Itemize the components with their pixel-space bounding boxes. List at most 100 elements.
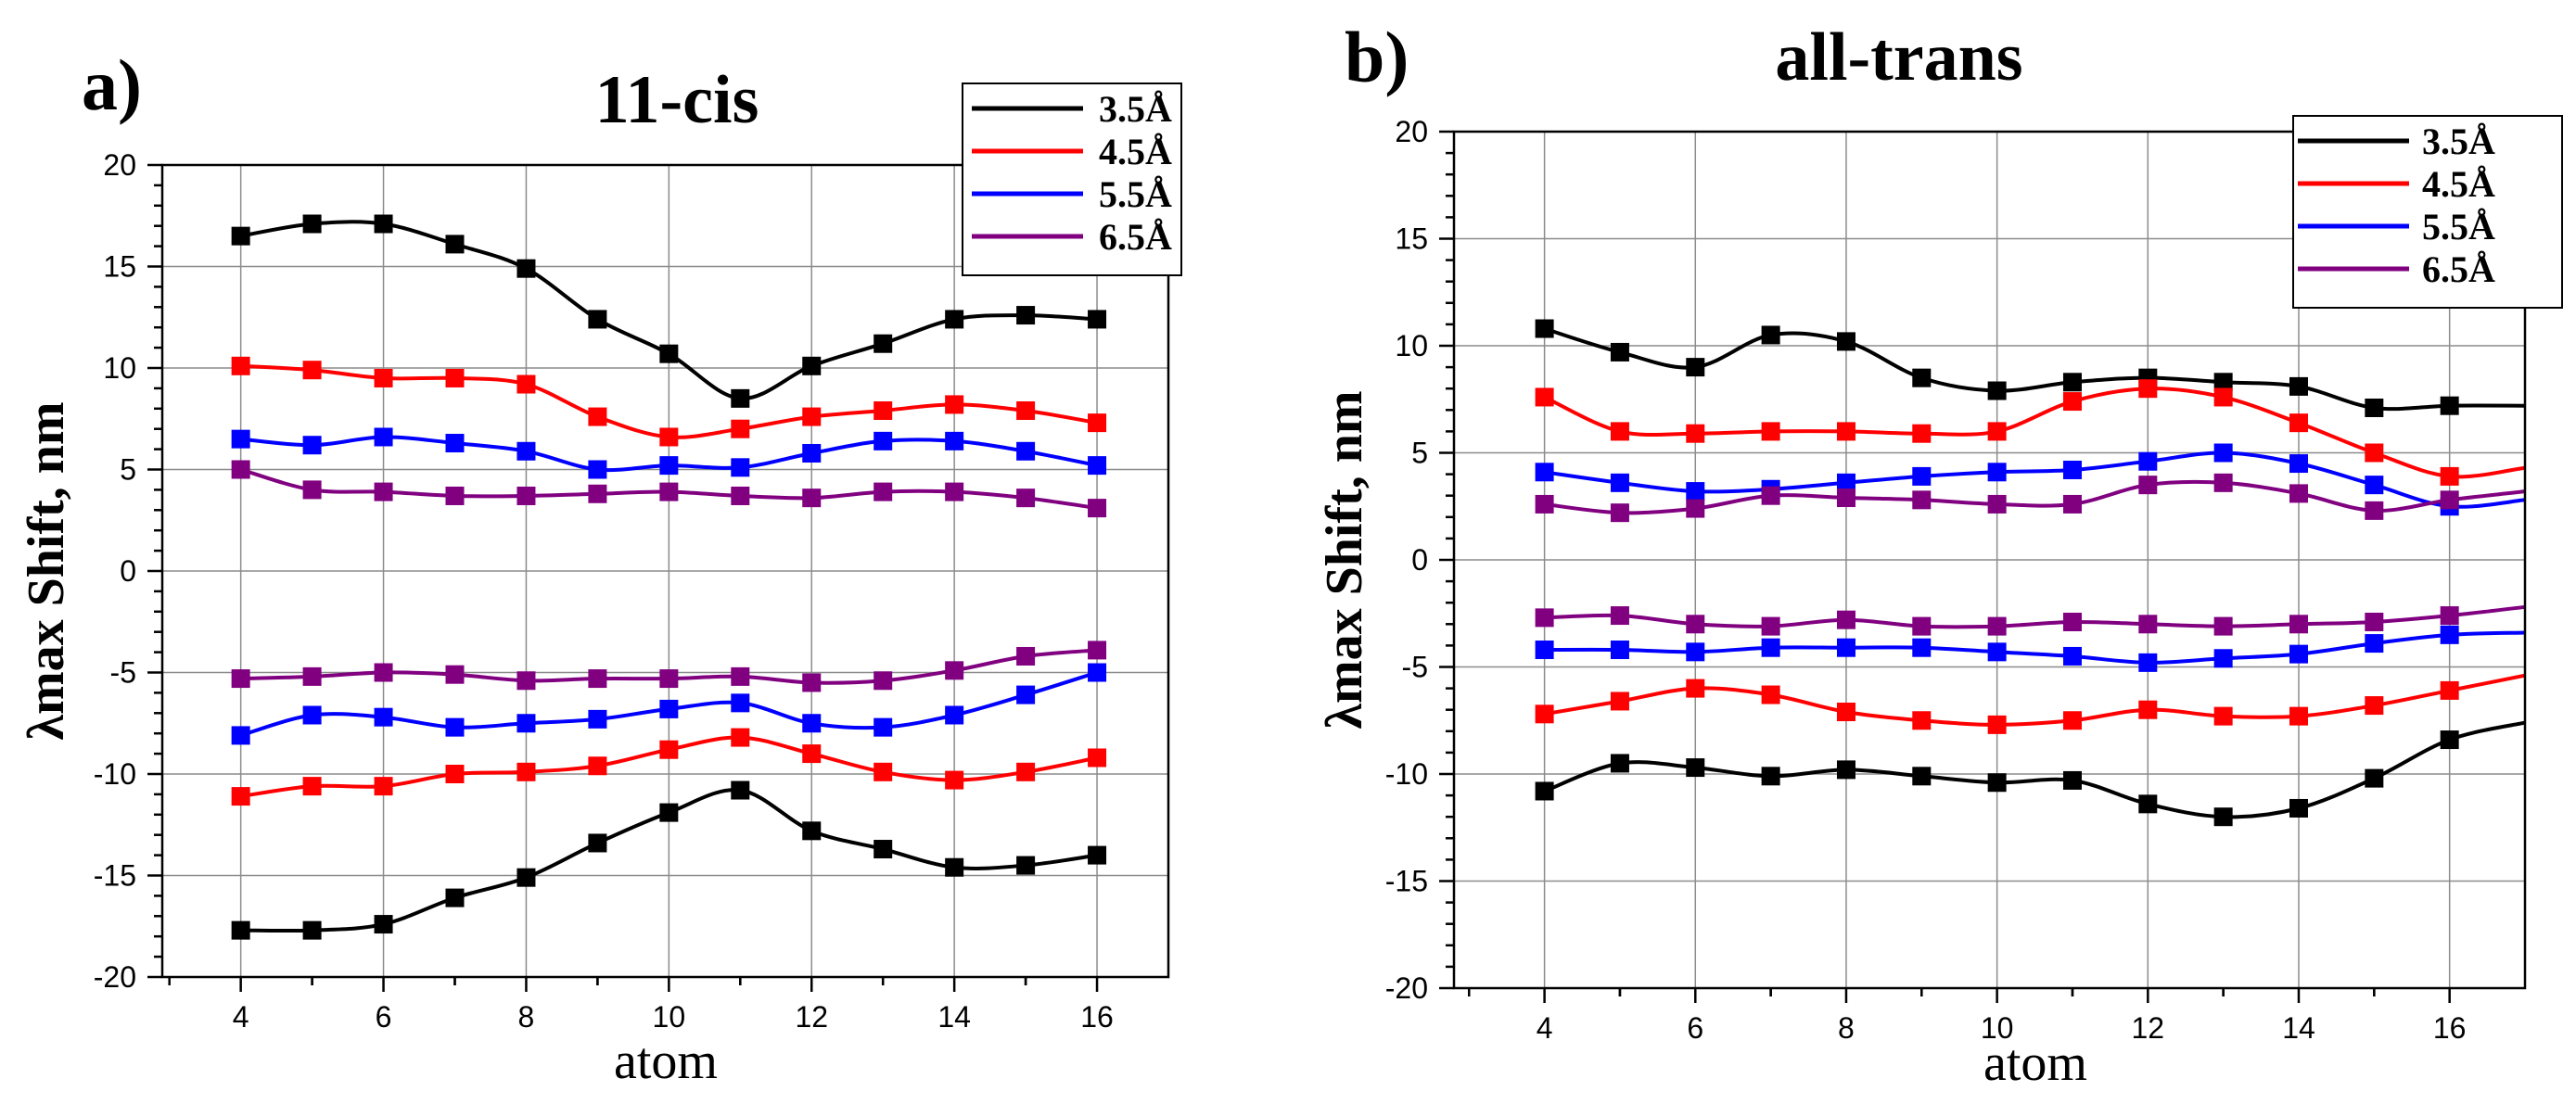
panel-b-series-1-point-9 [1912, 424, 1932, 443]
panel-b-series-2-point-6 [1686, 482, 1705, 501]
panel-a-series-6-point-9 [588, 756, 607, 776]
panel-b-series-2-point-14 [2289, 454, 2308, 474]
panel-a-series-0-point-5 [302, 214, 322, 234]
panel-b-series-3-point-15 [2365, 501, 2384, 520]
panel-a-series-6-point-11 [731, 728, 750, 747]
panel-a-legend-label-1: 4.5Å [1099, 131, 1172, 172]
panel-b-series-2-point-8 [1836, 473, 1855, 492]
panel-a-series-1-point-15 [1016, 400, 1036, 420]
panel-b-y-tick-label: -10 [1385, 757, 1428, 791]
panel-b-series-7-point-6 [1686, 758, 1705, 778]
panel-a-y-tick-label: 5 [120, 453, 136, 487]
panel-a-series-2-point-14 [945, 431, 964, 450]
panel-b-series-1-point-4 [1535, 387, 1554, 407]
panel-b-series-5-point-14 [2289, 644, 2308, 664]
panel-b-series-1-point-6 [1686, 424, 1705, 443]
panel-a-series-5-point-10 [659, 699, 679, 718]
panel-b-series-5-point-15 [2365, 634, 2384, 654]
panel-b-series-3-point-13 [2213, 473, 2233, 492]
panel-a-y-tick-label: -10 [94, 757, 136, 791]
panel-a-series-7-point-10 [659, 803, 679, 822]
panel-a-y-tick-label: 0 [120, 554, 136, 588]
panel-b-legend-label-0: 3.5Å [2422, 121, 2495, 162]
panel-b-legend-label-3: 6.5Å [2422, 248, 2495, 290]
panel-a-series-0-point-8 [516, 259, 536, 278]
panel-b-series-3-point-16 [2440, 490, 2459, 510]
panel-b-series-5-point-10 [1987, 642, 2007, 662]
panel-b-legend: 3.5Å4.5Å5.5Å6.5Å [2292, 115, 2563, 309]
panel-a-series-3-point-14 [945, 482, 964, 501]
panel-b-y-tick-label: -5 [1402, 651, 1428, 684]
panel-a-series-4-point-15 [1016, 646, 1036, 666]
panel-b-series-0-point-4 [1535, 319, 1554, 338]
panel-b-series-3-point-4 [1535, 494, 1554, 514]
panel-a-series-1-point-7 [445, 368, 465, 387]
panel-a-legend: 3.5Å4.5Å5.5Å6.5Å [962, 82, 1182, 276]
panel-b-y-tick-label: 5 [1411, 437, 1428, 470]
panel-b-series-2-point-15 [2365, 476, 2384, 495]
panel-b-series-3-point-5 [1610, 503, 1629, 523]
panel-b-y-tick-label: -15 [1385, 865, 1428, 898]
panel-a-series-4-point-9 [588, 669, 607, 689]
panel-a-series-2-point-11 [731, 458, 750, 477]
panel-b-series-3-point-10 [1987, 494, 2007, 514]
panel-b-series-0-point-15 [2365, 398, 2384, 417]
panel-b-series-6-point-9 [1912, 711, 1932, 730]
panel-a-series-4-point-13 [874, 671, 893, 691]
panel-a-series-5-point-4 [231, 726, 250, 745]
panel-b-series-1-point-8 [1836, 422, 1855, 441]
panel-a-y-tick-label: -5 [110, 656, 136, 690]
panel-b-y-tick-label: -20 [1385, 971, 1428, 1005]
panel-b-series-7-point-13 [2213, 807, 2233, 827]
panel-a-label: a) [82, 44, 142, 125]
panel-a-series-1-point-12 [802, 407, 822, 426]
panel-b-legend-label-2: 5.5Å [2422, 206, 2495, 247]
panel-a-series-6-point-6 [374, 777, 393, 796]
panel-a-y-axis-label: λmax Shift, nm [18, 401, 75, 740]
panel-b-series-4-point-12 [2138, 615, 2158, 634]
panel-b-series-0-point-11 [2062, 373, 2082, 392]
panel-a-x-tick-label: 6 [376, 1000, 392, 1034]
panel-b-series-2-point-4 [1535, 463, 1554, 482]
panel-b-series-4-point-5 [1610, 606, 1629, 626]
panel-a-x-tick-label: 14 [937, 1000, 971, 1034]
panel-a-series-7-point-15 [1016, 856, 1036, 875]
panel-b-series-2-point-5 [1610, 473, 1629, 492]
panel-a-x-axis-label: atom [614, 1033, 718, 1090]
panel-a-series-7-point-13 [874, 840, 893, 859]
panel-b-series-1-point-12 [2138, 379, 2158, 399]
panel-a-series-1-point-8 [516, 374, 536, 394]
panel-a-series-2-point-5 [302, 436, 322, 455]
panel-a-series-7-point-6 [374, 915, 393, 934]
panel-b-series-4-point-4 [1535, 608, 1554, 628]
panel-a-series-3-point-6 [374, 482, 393, 501]
panel-a: a) 11-cis 4 6 8 10 12 14 16 20 15 10 5 0 -5 -10 -15 -20… [18, 44, 1182, 1090]
panel-b-x-tick-label: 10 [1981, 1011, 2014, 1045]
panel-a-series-7-point-11 [731, 780, 750, 800]
panel-b-series-0-point-16 [2440, 396, 2459, 415]
panel-a-series-0-point-15 [1016, 306, 1036, 325]
panel-a-series-2-point-9 [588, 460, 607, 479]
panel-a-series-4-point-10 [659, 669, 679, 689]
panel-b-series-3-point-12 [2138, 476, 2158, 495]
panel-a-series-3-point-8 [516, 486, 536, 505]
panel-a-title: 11-cis [595, 62, 759, 138]
panel-b-series-7-point-9 [1912, 767, 1932, 786]
panel-a-y-tick-label: -15 [94, 859, 136, 893]
panel-b-series-0-point-14 [2289, 376, 2308, 396]
panel-b-series-5-point-8 [1836, 638, 1855, 657]
panel-b-series-0-point-6 [1686, 358, 1705, 377]
panel-a-series-0-point-13 [874, 334, 893, 353]
panel-a-series-4-point-8 [516, 671, 536, 691]
panel-b-series-4-point-9 [1912, 616, 1932, 636]
panel-b-series-7-point-7 [1761, 767, 1780, 786]
panel-b-series-4-point-11 [2062, 612, 2082, 631]
panel-a-grid [162, 164, 1168, 978]
panel-b-x-tick-label: 4 [1537, 1011, 1553, 1045]
panel-a-series-3-point-5 [302, 480, 322, 500]
panel-b-series-5-point-5 [1610, 641, 1629, 660]
panel-a-series-4-point-7 [445, 665, 465, 684]
panel-b-series-7-point-14 [2289, 798, 2308, 818]
panel-a-series-0-point-11 [731, 388, 750, 408]
